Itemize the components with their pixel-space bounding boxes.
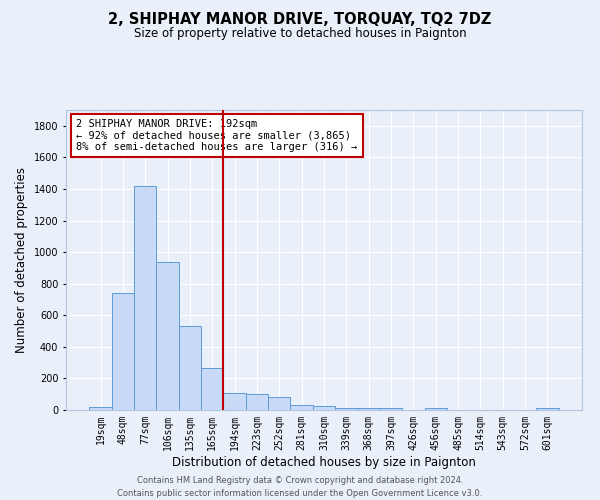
Bar	[313, 406, 335, 410]
Bar	[201, 368, 223, 410]
Bar	[157, 262, 179, 410]
Bar	[246, 394, 268, 410]
Bar	[112, 293, 134, 410]
Bar	[380, 408, 402, 410]
Text: 2, SHIPHAY MANOR DRIVE, TORQUAY, TQ2 7DZ: 2, SHIPHAY MANOR DRIVE, TORQUAY, TQ2 7DZ	[109, 12, 491, 28]
X-axis label: Distribution of detached houses by size in Paignton: Distribution of detached houses by size …	[172, 456, 476, 468]
Text: Contains public sector information licensed under the Open Government Licence v3: Contains public sector information licen…	[118, 488, 482, 498]
Y-axis label: Number of detached properties: Number of detached properties	[15, 167, 28, 353]
Bar	[536, 408, 559, 410]
Bar	[223, 394, 246, 410]
Text: 2 SHIPHAY MANOR DRIVE: 192sqm
← 92% of detached houses are smaller (3,865)
8% of: 2 SHIPHAY MANOR DRIVE: 192sqm ← 92% of d…	[76, 119, 358, 152]
Text: Size of property relative to detached houses in Paignton: Size of property relative to detached ho…	[134, 28, 466, 40]
Bar	[134, 186, 157, 410]
Bar	[268, 396, 290, 410]
Bar	[358, 408, 380, 410]
Bar	[290, 406, 313, 410]
Bar	[179, 326, 201, 410]
Text: Contains HM Land Registry data © Crown copyright and database right 2024.: Contains HM Land Registry data © Crown c…	[137, 476, 463, 485]
Bar	[335, 408, 358, 410]
Bar	[89, 407, 112, 410]
Bar	[425, 408, 447, 410]
